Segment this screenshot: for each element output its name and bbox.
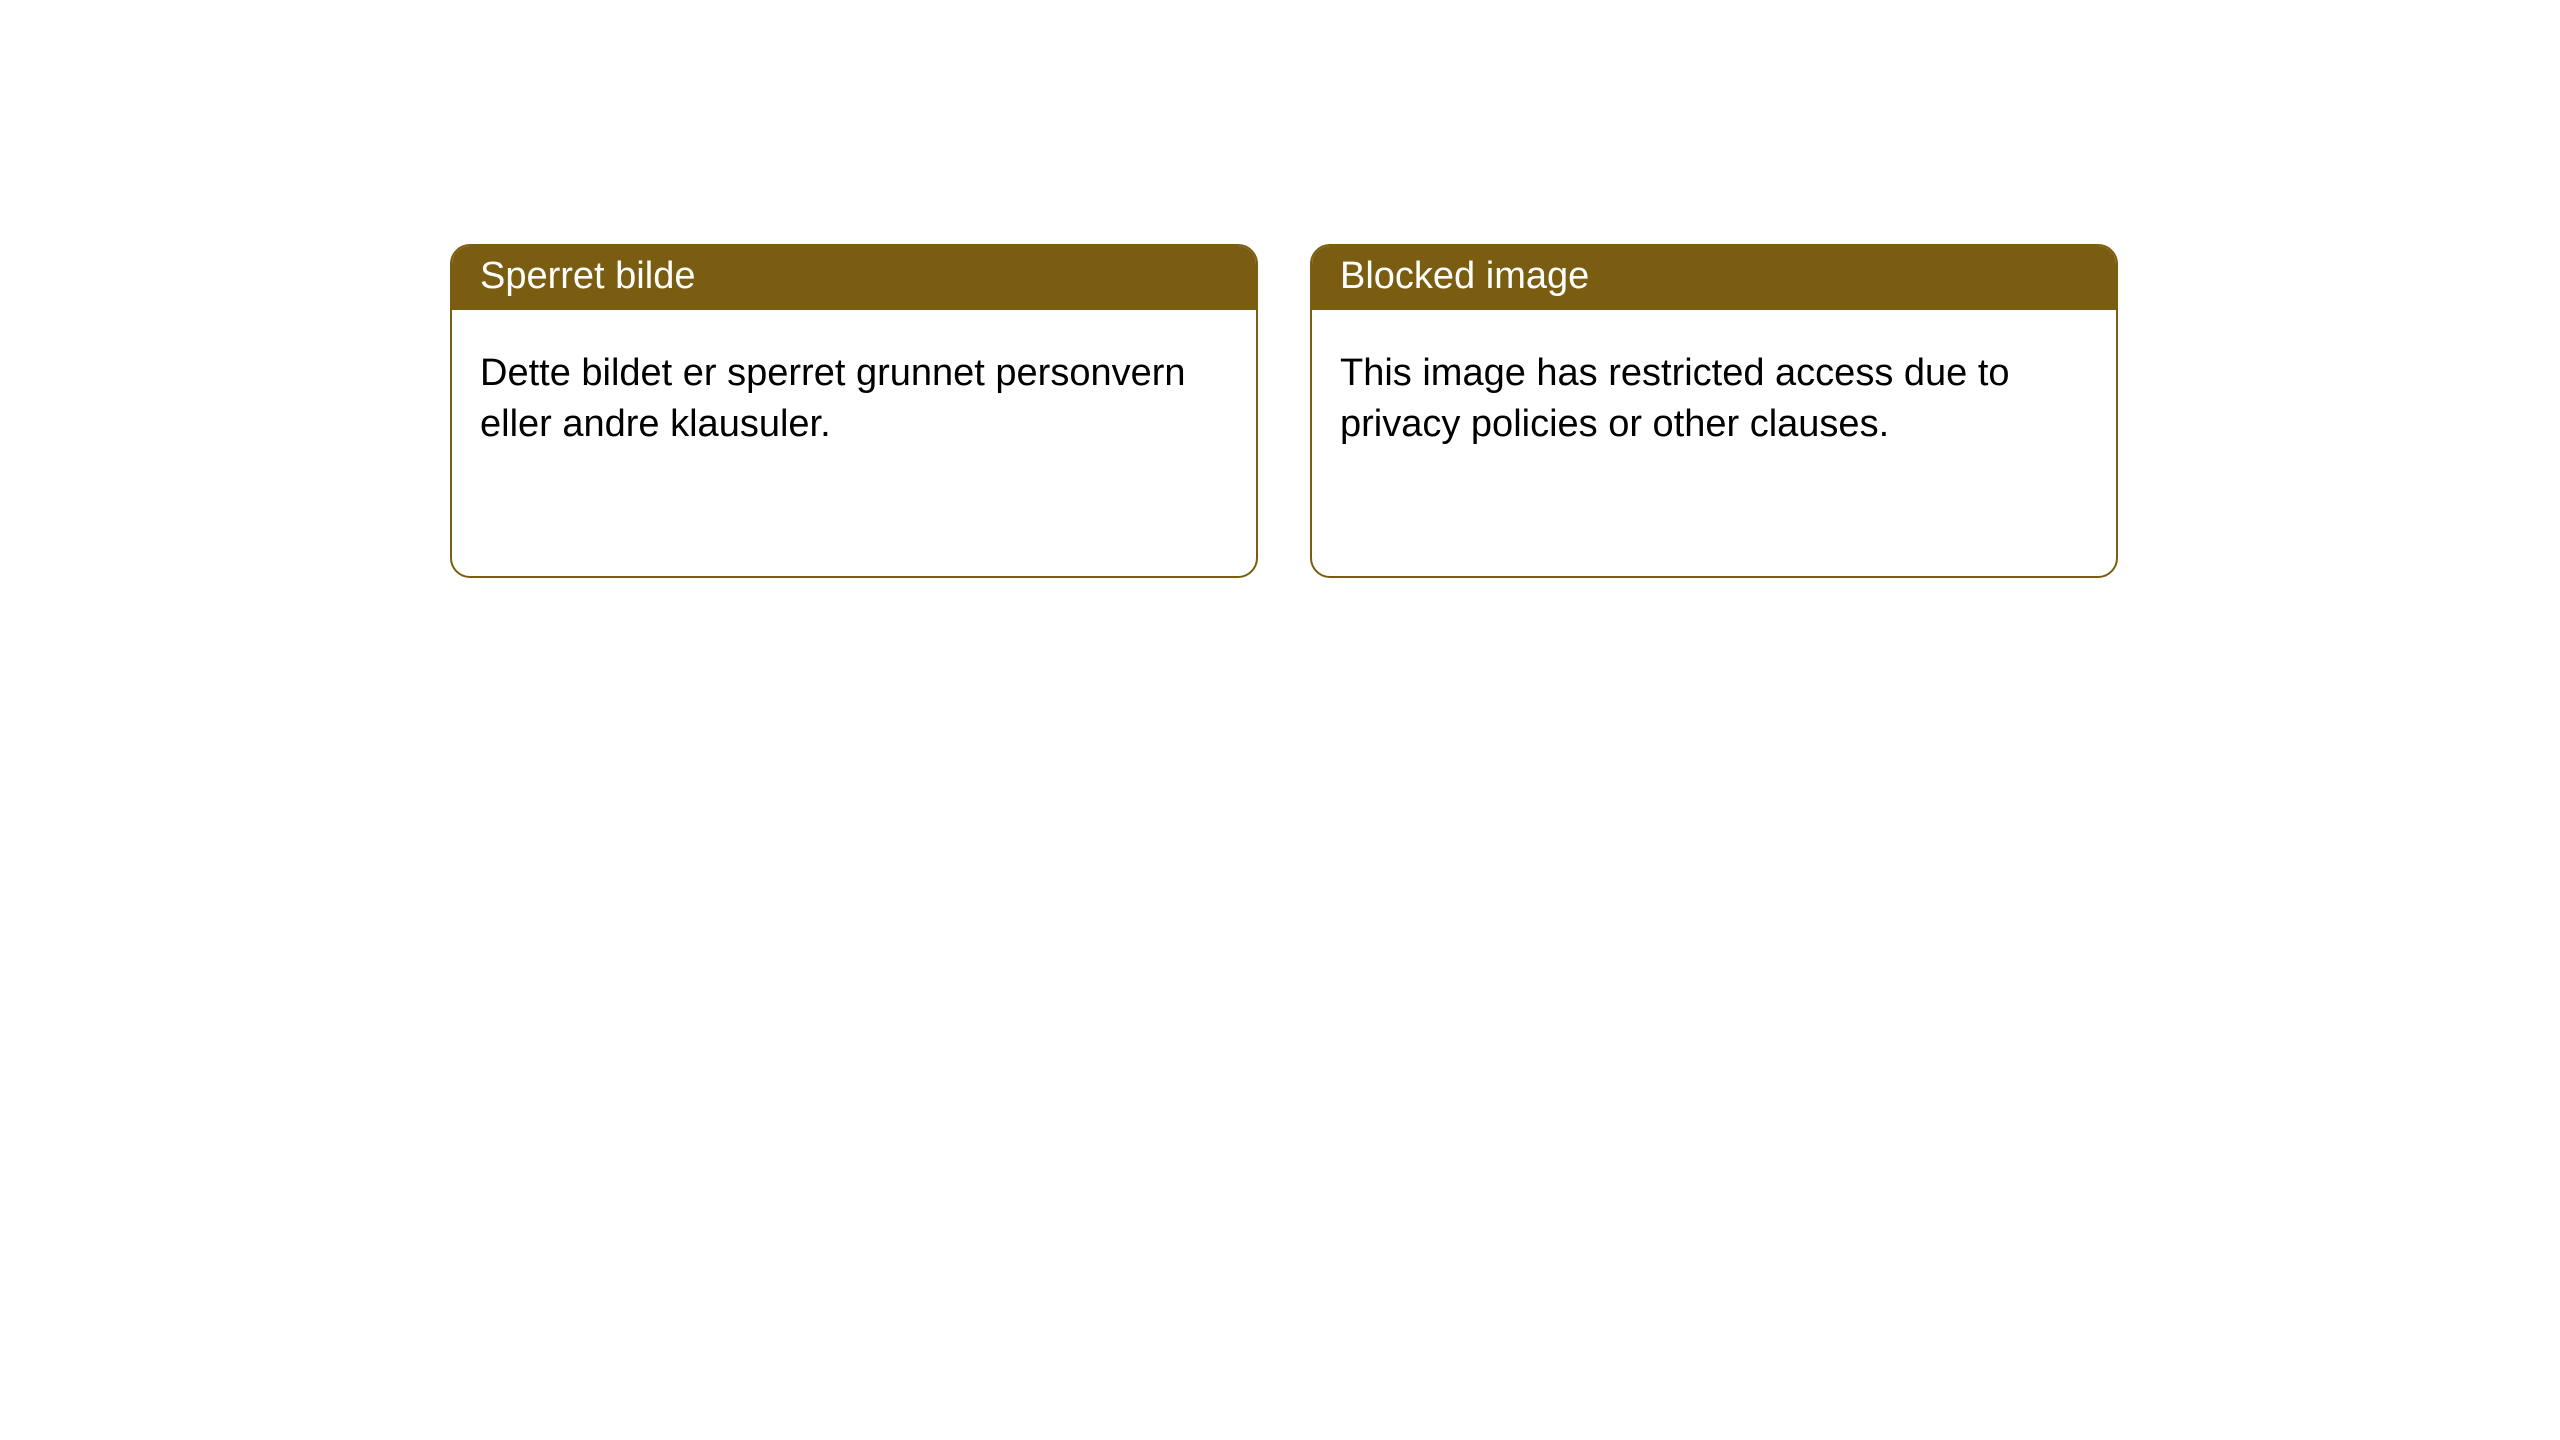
notice-card-norwegian: Sperret bilde Dette bildet er sperret gr… — [450, 244, 1258, 578]
notice-card-english: Blocked image This image has restricted … — [1310, 244, 2118, 578]
notice-body-norwegian: Dette bildet er sperret grunnet personve… — [452, 310, 1256, 489]
notice-title-english: Blocked image — [1312, 246, 2116, 310]
notice-title-norwegian: Sperret bilde — [452, 246, 1256, 310]
notice-body-english: This image has restricted access due to … — [1312, 310, 2116, 489]
notice-container: Sperret bilde Dette bildet er sperret gr… — [0, 0, 2560, 578]
